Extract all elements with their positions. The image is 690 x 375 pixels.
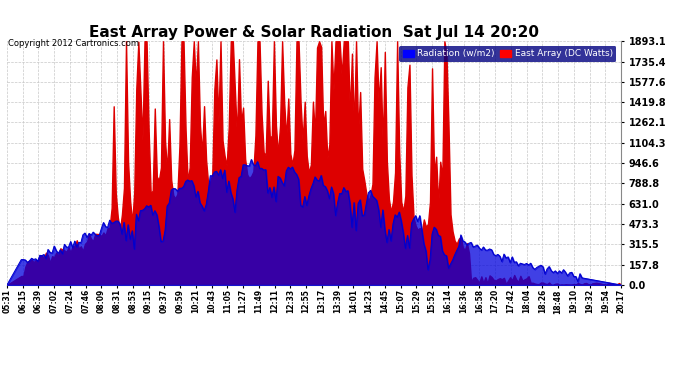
- Text: Copyright 2012 Cartronics.com: Copyright 2012 Cartronics.com: [8, 39, 139, 48]
- Legend: Radiation (w/m2), East Array (DC Watts): Radiation (w/m2), East Array (DC Watts): [400, 46, 616, 62]
- Title: East Array Power & Solar Radiation  Sat Jul 14 20:20: East Array Power & Solar Radiation Sat J…: [89, 25, 539, 40]
